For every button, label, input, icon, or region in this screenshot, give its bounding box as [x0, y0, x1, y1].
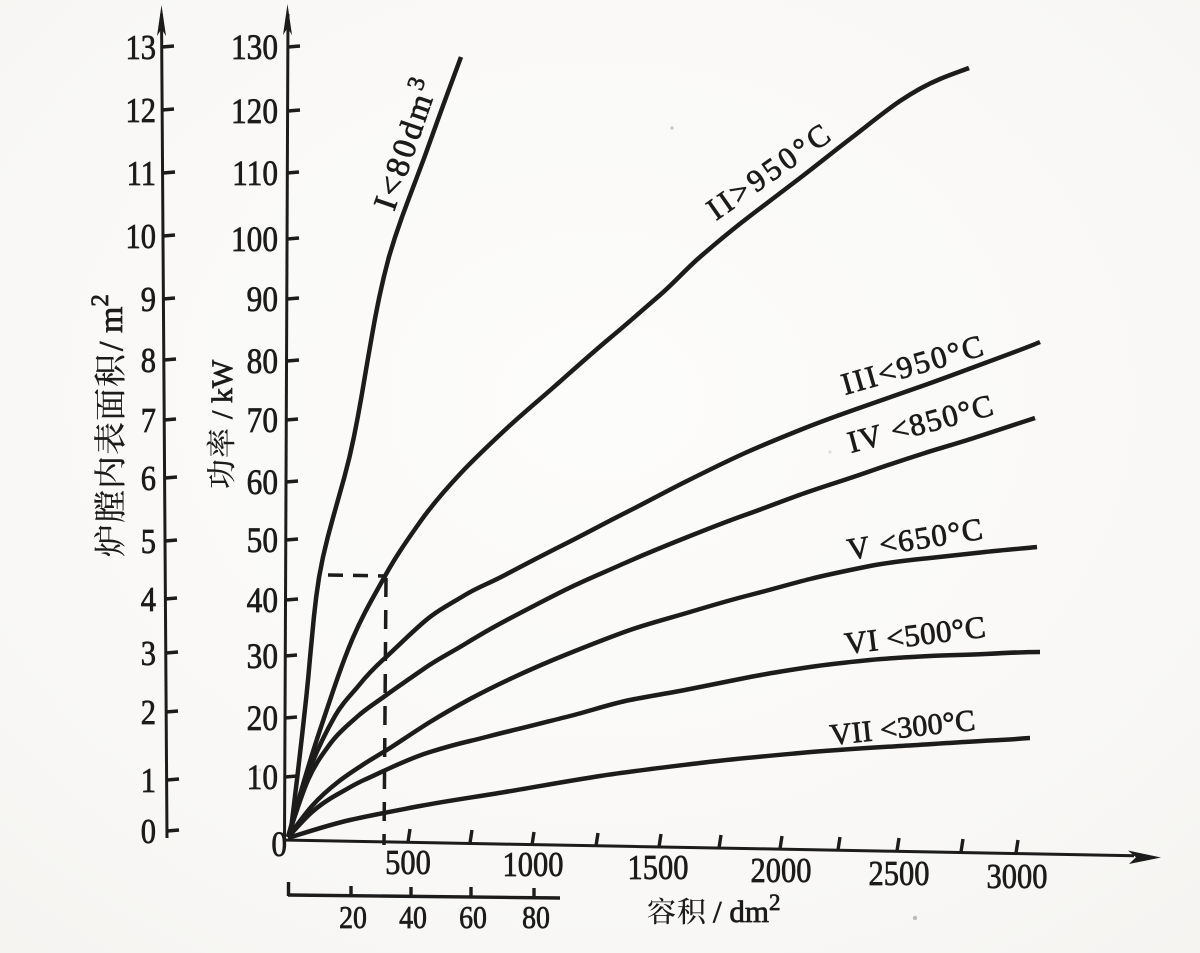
svg-text:60: 60 — [459, 900, 487, 935]
svg-text:20: 20 — [247, 699, 278, 738]
svg-text:1: 1 — [141, 762, 156, 800]
svg-text:110: 110 — [232, 154, 278, 193]
svg-text:11: 11 — [127, 155, 156, 193]
svg-text:90: 90 — [247, 280, 278, 319]
svg-text:50: 50 — [247, 521, 278, 560]
svg-text:4: 4 — [141, 581, 156, 619]
svg-text:30: 30 — [247, 637, 278, 676]
svg-text:0: 0 — [141, 813, 156, 851]
svg-text:130: 130 — [231, 28, 278, 67]
svg-text:3: 3 — [141, 635, 156, 673]
svg-text:2: 2 — [141, 694, 156, 732]
svg-text:/ m2: / m2 — [87, 294, 130, 351]
svg-text:13: 13 — [126, 29, 156, 67]
svg-text:5: 5 — [141, 523, 156, 561]
svg-text:80: 80 — [247, 342, 278, 381]
svg-text:0: 0 — [271, 825, 287, 864]
svg-text:2000: 2000 — [751, 852, 812, 890]
svg-text:6: 6 — [141, 460, 156, 498]
svg-text:/ kW: / kW — [206, 359, 239, 419]
svg-text:20: 20 — [339, 900, 367, 935]
svg-text:12: 12 — [126, 92, 156, 130]
svg-text:40: 40 — [399, 900, 427, 935]
svg-text:1500: 1500 — [628, 849, 689, 887]
svg-text:500: 500 — [385, 844, 431, 882]
svg-text:10: 10 — [126, 218, 156, 256]
svg-text:80: 80 — [522, 900, 550, 935]
svg-text:2500: 2500 — [869, 855, 930, 893]
svg-text:100: 100 — [231, 220, 278, 259]
svg-text:9: 9 — [141, 281, 156, 319]
svg-text:8: 8 — [141, 342, 156, 380]
svg-text:3000: 3000 — [987, 858, 1048, 896]
svg-text:10: 10 — [247, 758, 278, 797]
svg-text:40: 40 — [247, 581, 278, 620]
svg-text:60: 60 — [247, 463, 278, 502]
svg-text:70: 70 — [247, 401, 278, 440]
svg-text:7: 7 — [141, 402, 156, 440]
svg-text:120: 120 — [231, 92, 278, 131]
svg-text:1000: 1000 — [503, 846, 564, 884]
